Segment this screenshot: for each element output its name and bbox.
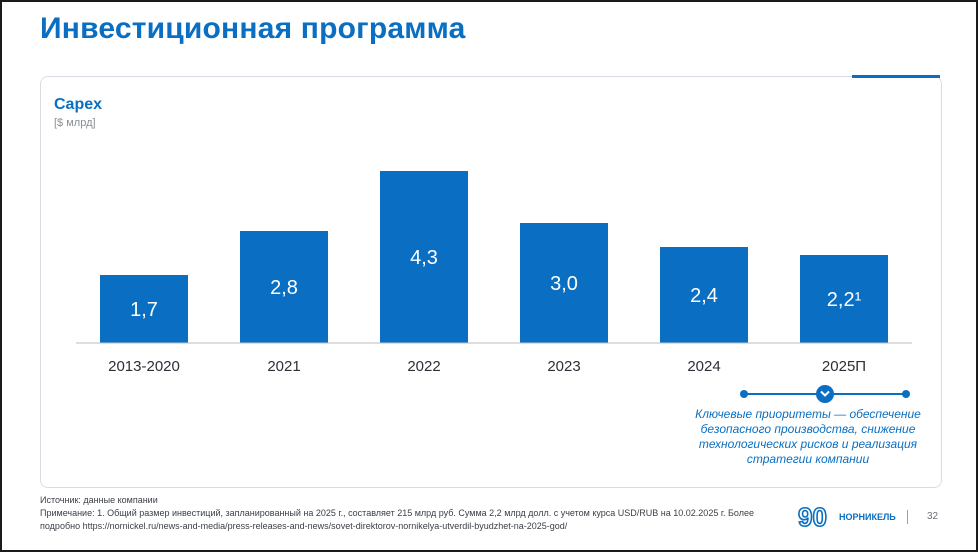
bar-2022 bbox=[380, 171, 468, 343]
bar-value-label: 2,8 bbox=[270, 277, 298, 299]
bar-value-label: 1,7 bbox=[130, 299, 158, 321]
panel-accent-line bbox=[852, 75, 940, 78]
bar-2024 bbox=[660, 247, 748, 343]
source-note: Источник: данные компании bbox=[40, 495, 158, 505]
bar-2023 bbox=[520, 223, 608, 343]
category-label: 2022 bbox=[407, 358, 440, 375]
bar-value-label: 4,3 bbox=[410, 247, 438, 269]
category-label: 2024 bbox=[687, 358, 720, 375]
priority-dot-right bbox=[902, 390, 910, 398]
bar-2025П bbox=[800, 255, 888, 343]
bar-2013-2020 bbox=[100, 275, 188, 343]
category-label: 2021 bbox=[267, 358, 300, 375]
chart-title: Capex bbox=[54, 96, 103, 113]
svg-text:90: 90 bbox=[798, 502, 827, 532]
category-label: 2013-2020 bbox=[108, 358, 180, 375]
brand-separator bbox=[907, 510, 908, 524]
brand-name: НОРНИКЕЛЬ bbox=[839, 512, 896, 522]
bar-value-label: 2,2¹ bbox=[827, 289, 862, 311]
priority-dot-left bbox=[740, 390, 748, 398]
footnote: Источник: данные компании Примечание: 1.… bbox=[40, 494, 780, 533]
chart-unit-label: [$ млрд] bbox=[54, 117, 96, 129]
key-priorities-text: Ключевые приоритеты — обеспечение безопа… bbox=[695, 407, 921, 466]
category-label: 2025П bbox=[822, 358, 866, 375]
bar-value-label: 3,0 bbox=[550, 273, 578, 295]
page-title: Инвестиционная программа bbox=[40, 12, 466, 45]
bar-value-label: 2,4 bbox=[690, 285, 718, 307]
bar-2021 bbox=[240, 231, 328, 343]
chart-panel bbox=[40, 76, 942, 488]
remark-note: Примечание: 1. Общий размер инвестиций, … bbox=[40, 508, 754, 531]
brand-90-logo: 90 bbox=[797, 502, 828, 532]
category-label: 2023 bbox=[547, 358, 580, 375]
chevron-down-icon bbox=[816, 385, 834, 403]
page-number: 32 bbox=[927, 511, 939, 522]
